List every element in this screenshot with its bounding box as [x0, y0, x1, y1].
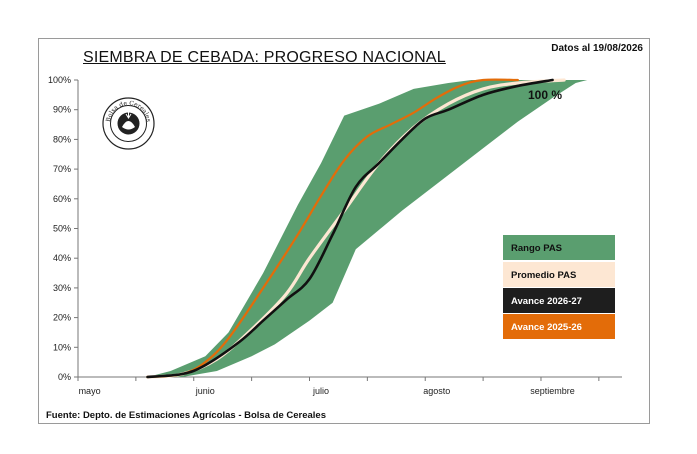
y-tick-label: 10%: [53, 342, 71, 352]
y-tick-label: 50%: [53, 224, 71, 234]
source-note: Fuente: Depto. de Estimaciones Agrícolas…: [46, 410, 326, 421]
series-lines: [145, 78, 566, 379]
x-tick-label: septiembre: [530, 386, 575, 396]
range-band-area: [147, 80, 588, 377]
tick-labels: 0% 10% 20% 30% 40% 50% 60% 70% 80% 90% 100% mayo jun…: [48, 75, 575, 396]
previous-season-line: [146, 78, 519, 379]
y-tick-label: 40%: [53, 253, 71, 263]
chart-title: SIEMBRA DE CEBADA: PROGRESO NACIONAL: [83, 49, 446, 66]
current-season-line: [146, 78, 554, 379]
data-date: Datos al 19/08/2026: [551, 43, 643, 54]
y-tick-label: 60%: [53, 194, 71, 204]
x-tick-label: julio: [312, 386, 329, 396]
x-tick-label: junio: [195, 386, 215, 396]
legend-avance-2026-27: Avance 2026-27: [503, 288, 615, 313]
legend-rango-pas: Rango PAS: [503, 235, 615, 260]
y-tick-label: 20%: [53, 313, 71, 323]
y-tick-label: 100%: [48, 75, 71, 85]
legend-promedio-pas: Promedio PAS: [503, 262, 615, 287]
y-tick-label: 90%: [53, 105, 71, 115]
x-tick-label: agosto: [423, 386, 450, 396]
y-tick-label: 70%: [53, 164, 71, 174]
range-band: [147, 80, 588, 377]
y-tick-label: 0%: [58, 372, 71, 382]
end-label: 100 %: [528, 88, 562, 102]
y-tick-label: 30%: [53, 283, 71, 293]
x-tick-label: mayo: [79, 386, 101, 396]
bolsa-de-cereales-seal-icon: Bolsa de Cereales: [102, 97, 155, 150]
legend-avance-2025-26: Avance 2025-26: [503, 314, 615, 339]
y-tick-label: 80%: [53, 134, 71, 144]
